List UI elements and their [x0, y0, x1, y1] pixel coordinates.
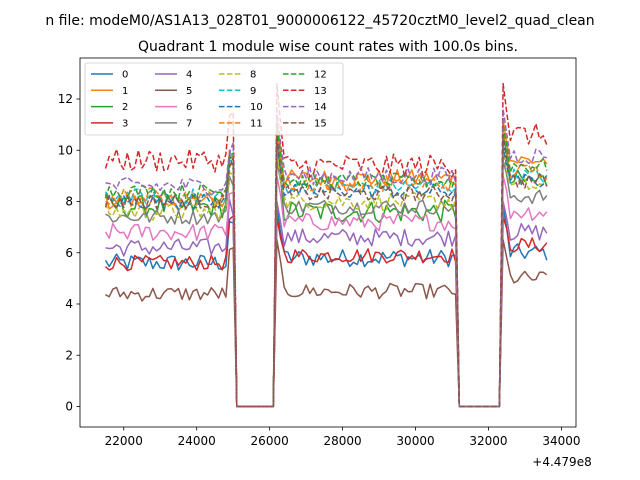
y-tick-label: 8 [65, 195, 73, 209]
legend-label: 9 [250, 86, 256, 97]
x-tick-label: 28000 [323, 434, 361, 448]
legend-label: 11 [250, 118, 263, 129]
series-line-12 [104, 123, 548, 408]
x-tick-label: 34000 [542, 434, 580, 448]
legend-label: 14 [314, 102, 327, 113]
y-tick-label: 12 [58, 92, 73, 106]
y-tick-label: 2 [65, 348, 73, 362]
plot-area: 22000 24000 26000 28000 30000 32000 34000 0 2 4 6 8… [58, 57, 581, 448]
series-line-14 [105, 108, 548, 408]
x-offset-label: +4.479e8 [532, 455, 591, 469]
series-line-15 [104, 134, 548, 408]
legend-label: 12 [314, 70, 327, 81]
y-tick-label: 4 [65, 297, 73, 311]
series-line-13 [104, 82, 548, 408]
chart-title: Quadrant 1 module wise count rates with … [138, 39, 518, 55]
legend-label: 2 [122, 102, 128, 113]
legend-label: 6 [186, 102, 192, 113]
legend-label: 3 [122, 118, 128, 129]
chart-suptitle: n file: modeM0/AS1A13_028T01_9000006122_… [45, 13, 594, 29]
legend-label: 13 [314, 86, 327, 97]
x-tick-label: 24000 [178, 434, 216, 448]
y-tick-label: 10 [58, 143, 73, 157]
legend-label: 7 [186, 118, 192, 129]
legend-label: 0 [122, 70, 128, 81]
legend-label: 1 [122, 86, 128, 97]
axes-frame [79, 57, 577, 428]
x-tick-label: 26000 [251, 434, 289, 448]
legend-label: 8 [250, 70, 256, 81]
legend-label: 10 [250, 102, 263, 113]
legend-box [84, 62, 344, 136]
x-tick-label: 32000 [469, 434, 507, 448]
y-tick-label: 0 [65, 400, 73, 414]
legend-label: 5 [186, 86, 192, 97]
legend-label: 4 [186, 70, 192, 81]
series-line-8 [104, 149, 548, 408]
x-tick-label: 30000 [396, 434, 434, 448]
x-tick-label: 22000 [105, 434, 143, 448]
legend-label: 15 [314, 118, 327, 129]
y-tick-label: 6 [65, 246, 73, 260]
